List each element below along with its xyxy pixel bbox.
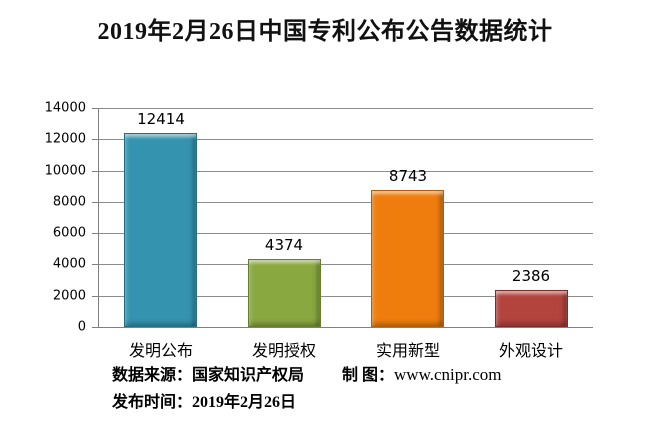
y-tick-mark [92,327,99,328]
chart-credit: 制 图：www.cnipr.com [342,361,502,385]
publish-date-label: 发布时间：2019年2月26日 [112,394,297,411]
y-tick-mark [92,108,99,109]
y-tick-mark [92,202,99,203]
data-source-label: 数据来源：国家知识产权局 [112,367,305,384]
y-tick-mark [92,171,99,172]
bar-value-label: 2386 [511,267,551,285]
y-tick-mark [92,296,99,297]
gridline [99,296,593,297]
y-axis: 0 2000 4000 6000 8000 10000 12000 14000 [0,101,90,335]
gridline [99,264,593,265]
bar-外观设计 [495,290,568,327]
gridline [99,108,593,109]
credit-url: www.cnipr.com [394,365,502,384]
y-axis-label: 14000 [44,100,86,116]
gridline [99,202,593,203]
y-axis-label: 4000 [52,256,86,272]
x-axis-category-label: 发明授权 [251,343,316,360]
x-axis-category-label: 实用新型 [375,343,440,360]
bar-发明公布 [124,133,197,327]
bar-value-label: 8743 [388,167,428,185]
bar-value-label: 4374 [264,236,304,254]
x-axis-category-label: 外观设计 [498,343,563,360]
bar-value-label: 12414 [137,110,185,128]
y-axis-label: 0 [77,319,86,335]
y-axis-label: 2000 [52,288,86,304]
chart-title: 2019年2月26日中国专利公布公告数据统计 [97,19,553,45]
plot-area: 12414 发明公布 4374 发明授权 8743 实用新型 2386 外观设计 [92,108,593,360]
gridline [99,171,593,172]
gridline [99,233,593,234]
credit-label: 制 图： [342,367,395,384]
y-axis-label: 10000 [44,163,86,179]
y-axis-label: 6000 [52,225,86,241]
y-tick-mark [92,233,99,234]
bar-发明授权 [248,259,321,327]
y-tick-mark [92,139,99,140]
bar-实用新型 [371,190,444,327]
y-axis-label: 8000 [52,194,86,210]
y-tick-mark [92,264,99,265]
gridline [99,139,593,140]
x-axis-category-label: 发明公布 [128,343,193,360]
y-axis-label: 12000 [44,131,86,147]
